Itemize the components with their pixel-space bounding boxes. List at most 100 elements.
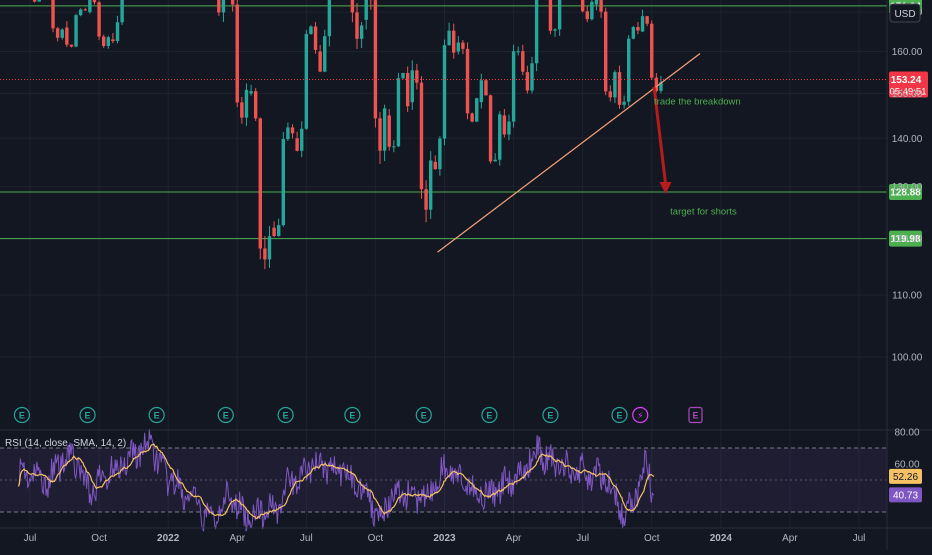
earnings-marker[interactable]: E [278,408,293,423]
price-tick-label: 110.00 [892,291,922,302]
candle-body [535,0,538,63]
candle-body [74,15,77,46]
earnings-marker[interactable]: E [543,408,558,423]
candle-body [300,129,303,151]
earnings-marker-label: E [617,411,623,421]
candle-body [259,118,262,248]
candle-body [33,0,36,2]
candle-body [282,139,285,225]
candle-body [111,39,114,41]
candle-body [249,91,252,93]
earnings-marker[interactable]: E [689,408,702,423]
earnings-marker-label: E [283,411,289,421]
earnings-marker-label: E [19,411,25,421]
candle-body [351,0,354,12]
earnings-marker-label: E [692,411,698,421]
candle-body [516,51,519,52]
price-tick-label: 100.00 [892,352,923,363]
candle-body [461,43,464,49]
candle-body [268,236,271,259]
candle-body [645,16,648,24]
candle-body [507,122,510,135]
candle-body [360,25,363,38]
candle-body [56,28,59,37]
time-tick-label: Jul [853,533,866,544]
candle-body [401,73,404,78]
earnings-marker-label: E [349,411,355,421]
candle-body [466,49,469,114]
candle-body [553,29,556,30]
time-tick-label: Apr [782,533,798,544]
candle-body [240,102,243,117]
rsi-tick-label: 60.00 [894,460,919,471]
candle-body [305,34,308,129]
candle-body [581,0,584,11]
candle-body [79,9,82,15]
rsi-title[interactable]: RSI (14, close, SMA, 14, 2) [5,438,126,449]
candle-body [475,98,478,121]
candle-body [452,31,455,53]
candle-body [549,0,552,31]
earnings-marker[interactable]: E [218,408,233,423]
candle-body [650,24,653,78]
earnings-marker-label: E [154,411,160,421]
candle-body [291,127,294,133]
earnings-marker-label: E [85,411,91,421]
candle-body [84,9,87,10]
candle-body [622,102,625,105]
candle-body [107,37,110,46]
candle-body [641,16,644,31]
candle-body [558,0,561,29]
candle-body [493,160,496,162]
dividend-event-marker[interactable]: ⚡ [633,408,648,423]
candle-body [512,51,515,121]
candle-body [309,26,312,34]
candle-body [245,90,248,118]
time-tick-label: Oct [368,533,384,544]
earnings-marker[interactable]: E [14,408,29,423]
candle-body [443,45,446,138]
chart-annotation[interactable]: target for shorts [670,207,737,218]
earnings-marker-label: E [547,411,553,421]
candle-body [632,27,635,39]
earnings-marker[interactable]: E [149,408,164,423]
earnings-marker[interactable]: E [482,408,497,423]
rsi-value-label: 40.73 [893,490,918,501]
candle-body [530,63,533,90]
earnings-marker[interactable]: E [80,408,95,423]
price-tick-label: 140.00 [892,134,923,145]
candle-body [457,43,460,52]
candle-body [438,139,441,170]
candle-body [489,95,492,161]
lightning-icon: ⚡ [637,411,643,421]
time-tick-label: Apr [229,533,245,544]
earnings-marker[interactable]: E [612,408,627,423]
price-tick-label: 150.00 [892,89,923,100]
candle-body [97,2,100,36]
candle-body [323,36,326,71]
time-tick-label: Oct [644,533,660,544]
currency-button[interactable]: USD [890,4,920,22]
price-tick-label: 120.00 [892,234,923,245]
candle-body [102,37,105,46]
candle-body [397,78,400,146]
candle-body [618,72,621,105]
earnings-marker-label: E [223,411,229,421]
earnings-marker[interactable]: E [416,408,431,423]
candle-body [447,31,450,46]
chart-annotation[interactable]: trade the breakdown [654,96,741,107]
candle-body [434,162,437,169]
earnings-marker-label: E [421,411,427,421]
candle-body [378,118,381,150]
candle-body [503,115,506,134]
candle-body [254,91,257,118]
candle-body [277,225,280,236]
price-tick-label: 160.00 [892,47,923,58]
candle-body [236,5,239,103]
earnings-marker[interactable]: E [345,408,360,423]
time-tick-label: 2023 [433,533,456,544]
candle-body [318,52,321,72]
candle-body [51,0,54,28]
candle-body [392,146,395,147]
